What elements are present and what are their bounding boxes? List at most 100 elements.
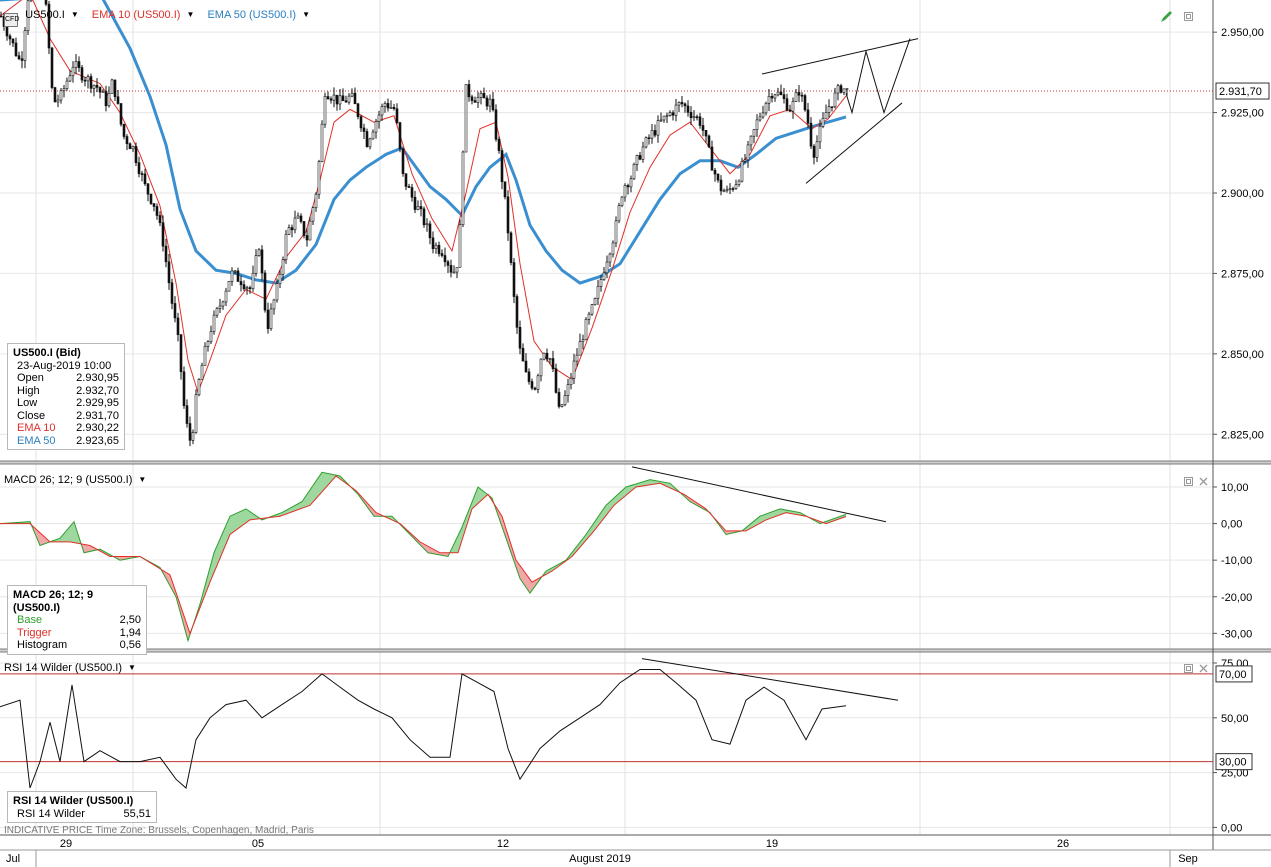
ema10-label[interactable]: EMA 10 (US500.I) <box>91 9 181 21</box>
candle-body <box>350 92 354 97</box>
macd-histogram-fill <box>508 535 510 550</box>
candle-body <box>584 319 588 341</box>
macd-histogram-fill <box>504 522 506 539</box>
pencil-icon[interactable] <box>1160 10 1173 23</box>
window-restore-icon[interactable] <box>1184 664 1193 673</box>
macd-histogram-fill <box>234 513 236 532</box>
window-restore-icon[interactable] <box>1184 477 1193 486</box>
close-icon[interactable] <box>1199 477 1208 486</box>
zigzag-projection <box>845 38 911 115</box>
macd-histogram-fill <box>480 488 482 502</box>
y-tick-label: 2.925,00 <box>1221 108 1264 120</box>
chevron-down-icon[interactable]: ▼ <box>302 10 311 19</box>
rsi-level-label: 70,00 <box>1219 669 1247 681</box>
candle-body <box>119 103 123 125</box>
macd-histogram-fill <box>228 516 230 540</box>
macd-histogram-fill <box>602 508 604 521</box>
candle-body <box>758 116 762 121</box>
x-tick-label: 26 <box>1057 838 1069 850</box>
candle-body <box>254 255 258 274</box>
candle-body <box>65 80 69 89</box>
candle-body <box>152 203 156 207</box>
candle-body <box>107 93 111 107</box>
candle-body <box>56 99 60 103</box>
candle-body <box>347 95 351 103</box>
macd-histogram-fill <box>624 487 626 497</box>
candle-body <box>449 265 453 273</box>
candle-body <box>632 164 636 180</box>
candle-body <box>845 88 849 90</box>
chevron-down-icon[interactable]: ▼ <box>186 10 195 19</box>
candle-body <box>335 94 339 105</box>
y-tick-label: 2.825,00 <box>1221 429 1264 441</box>
candle-body <box>635 155 639 165</box>
candle-body <box>434 244 438 250</box>
macd-histogram-fill <box>232 514 234 534</box>
macd-histogram-fill <box>60 535 62 542</box>
y-tick-label: 0,00 <box>1221 822 1242 834</box>
candle-body <box>407 186 411 188</box>
candle-body <box>734 184 738 190</box>
candle-body <box>680 102 684 105</box>
candle-body <box>62 88 66 91</box>
macd-histogram-fill <box>226 520 228 545</box>
candle-body <box>0 15 3 18</box>
candle-body <box>137 162 141 174</box>
candle-body <box>173 303 177 319</box>
candle-body <box>707 135 711 148</box>
candle-body <box>122 123 126 137</box>
macd-histogram-fill <box>776 509 778 517</box>
macd-histogram-fill <box>766 513 768 520</box>
macd-histogram-fill <box>506 528 508 544</box>
candle-body <box>98 87 102 93</box>
macd-histogram-fill <box>778 508 780 516</box>
candle-body <box>410 187 414 198</box>
candle-body <box>752 129 756 137</box>
macd-label[interactable]: MACD 26; 12; 9 (US500.I) <box>4 474 133 486</box>
window-restore-icon[interactable] <box>1184 12 1193 21</box>
candle-body <box>260 249 264 274</box>
x-month-label: Jul <box>6 853 20 865</box>
candle-body <box>839 85 843 93</box>
chevron-down-icon[interactable]: ▼ <box>138 475 147 484</box>
candle-body <box>551 358 555 370</box>
candle-body <box>383 103 387 107</box>
candle-body <box>704 130 708 137</box>
candle-body <box>176 317 180 335</box>
macd-histogram-fill <box>608 501 610 513</box>
candle-body <box>26 0 30 31</box>
candle-body <box>686 105 690 113</box>
candle-body <box>425 223 429 226</box>
close-icon[interactable] <box>1199 664 1208 673</box>
macd-histogram-fill <box>236 512 238 531</box>
candle-body <box>770 96 774 99</box>
candle-body <box>341 95 345 102</box>
candle-body <box>560 404 564 407</box>
candle-body <box>23 30 27 61</box>
macd-histogram-fill <box>520 565 522 582</box>
chevron-down-icon[interactable]: ▼ <box>70 10 79 19</box>
candle-body <box>14 42 18 56</box>
macd-info-title: MACD 26; 12; 9 (US500.I) <box>13 589 94 614</box>
macd-info-box: MACD 26; 12; 9 (US500.I) Base 2,50 Trigge… <box>7 585 147 655</box>
symbol-label[interactable]: US500.I <box>25 9 65 21</box>
candle-body <box>50 47 54 88</box>
rsi-label[interactable]: RSI 14 Wilder (US500.I) <box>4 662 122 674</box>
macd-histogram-fill <box>482 490 484 500</box>
rsi-panel-header: RSI 14 Wilder (US500.I) ▼ <box>4 660 140 676</box>
macd-histogram-fill <box>310 487 312 506</box>
trendline-annotations[interactable] <box>631 38 919 701</box>
chevron-down-icon[interactable]: ▼ <box>127 663 136 672</box>
last-price-label: 2.931,70 <box>1219 86 1262 98</box>
candle-body <box>743 159 747 162</box>
candle-body <box>308 220 312 241</box>
ema50-label[interactable]: EMA 50 (US500.I) <box>207 9 297 21</box>
macd-histogram-fill <box>444 552 446 557</box>
macd-histogram-fill <box>518 562 520 579</box>
macd-histogram-fill <box>300 501 302 509</box>
candle-body <box>188 423 192 441</box>
candle-body <box>563 395 567 406</box>
macd-histogram-fill <box>324 472 326 490</box>
